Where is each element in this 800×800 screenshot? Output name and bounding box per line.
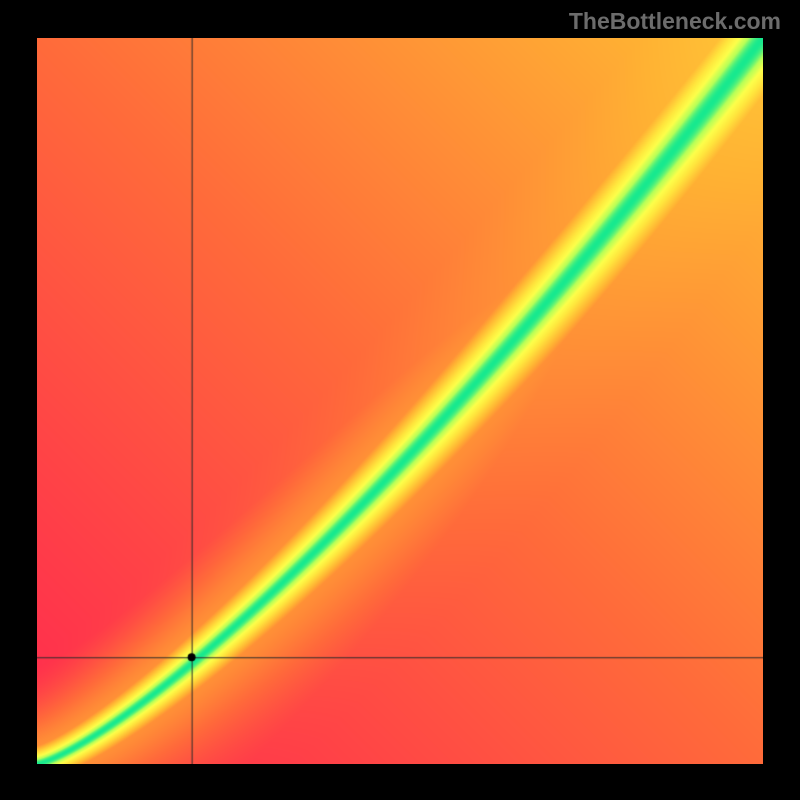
watermark-label: TheBottleneck.com	[569, 8, 781, 35]
chart-container: TheBottleneck.com	[0, 0, 800, 800]
bottleneck-heatmap	[37, 38, 763, 764]
